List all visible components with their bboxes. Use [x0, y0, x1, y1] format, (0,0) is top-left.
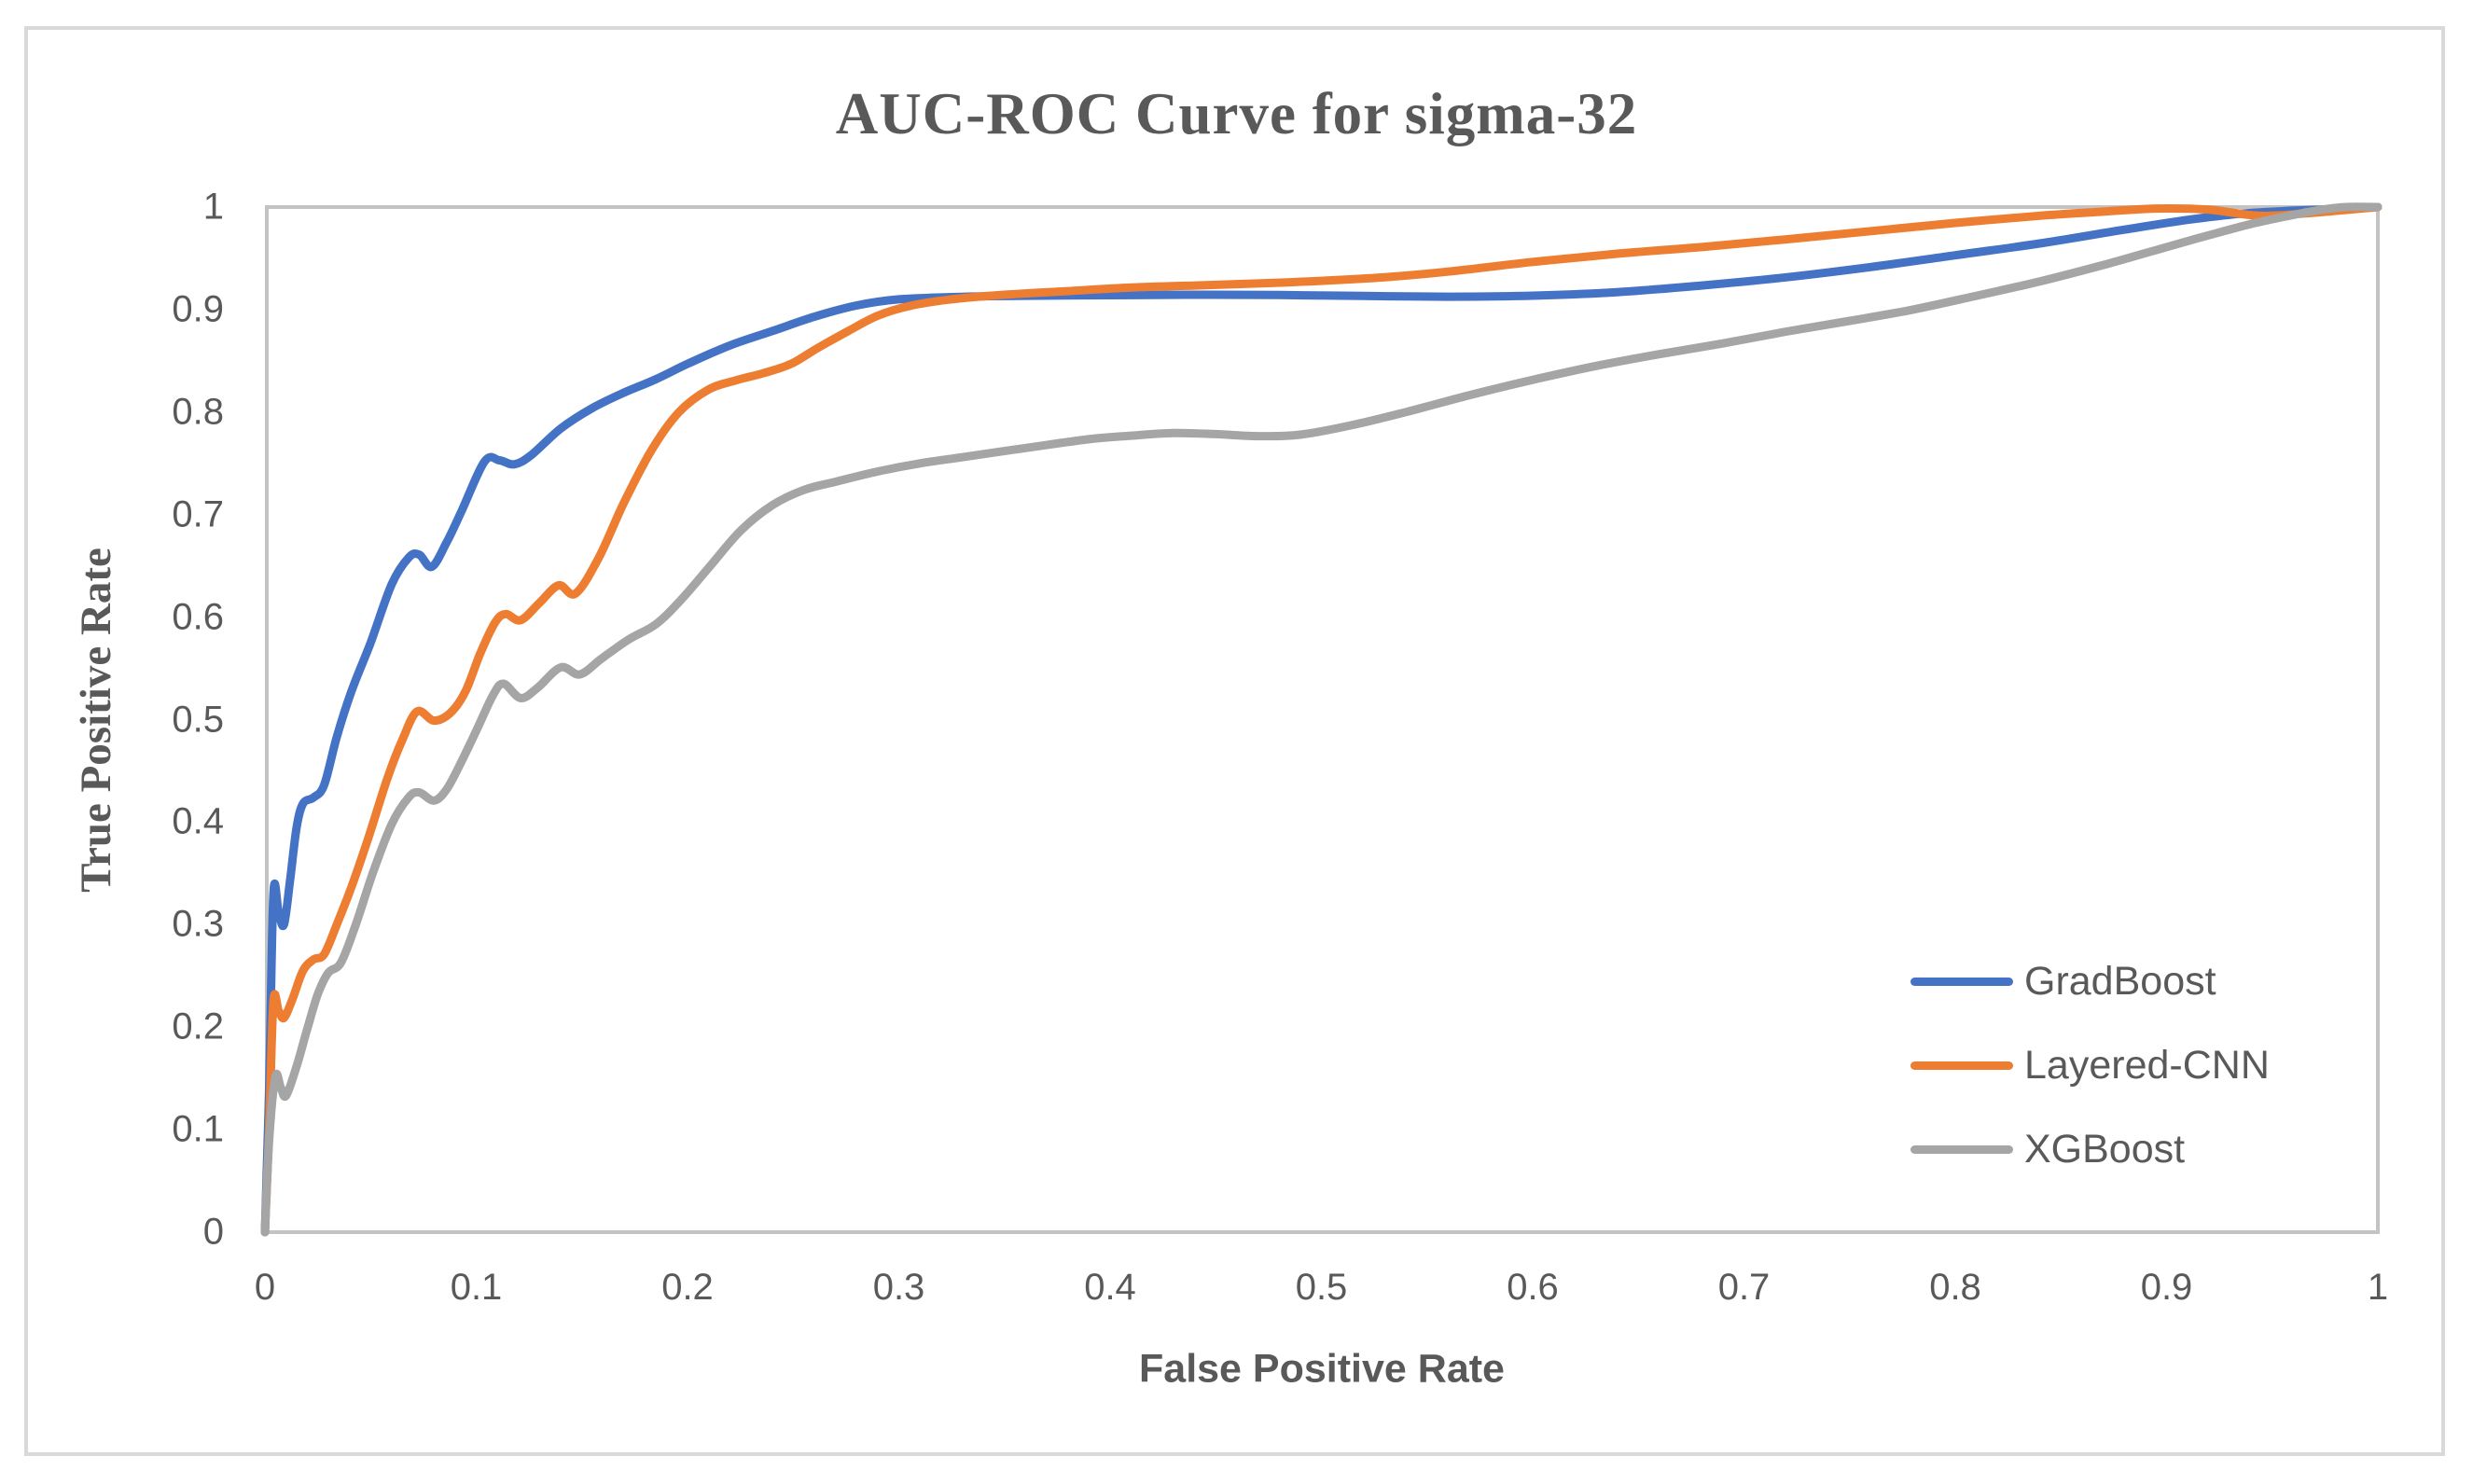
x-tick-label: 0.1 — [450, 1267, 503, 1308]
y-tick-label: 1 — [202, 186, 224, 228]
y-tick-label: 0.9 — [172, 288, 224, 330]
y-tick-label: 0.3 — [172, 903, 224, 945]
series-line-xgboost — [260, 202, 2383, 1237]
x-tick-label: 0.8 — [1929, 1267, 1981, 1308]
series-line-layered-cnn — [260, 202, 2383, 1237]
x-tick-label: 0.2 — [661, 1267, 714, 1308]
legend: GradBoost Layered-CNN XGBoost — [1910, 950, 2270, 1201]
chart-title: AUC-ROC Curve for sigma-32 — [835, 81, 1638, 146]
x-tick-label: 0.7 — [1717, 1267, 1771, 1308]
plot-area — [265, 205, 2380, 1234]
y-tick-label: 0 — [202, 1211, 224, 1253]
y-axis-title: True Positive Rate — [72, 548, 120, 893]
x-tick-label: 0.4 — [1084, 1267, 1136, 1308]
x-tick-label: 0.5 — [1295, 1267, 1348, 1308]
legend-label: Layered-CNN — [2024, 1042, 2270, 1088]
legend-item-xgboost: XGBoost — [1910, 1117, 2270, 1181]
y-tick-label: 0.1 — [172, 1108, 224, 1150]
legend-label: GradBoost — [2024, 958, 2216, 1004]
y-tick-label: 0.5 — [172, 699, 224, 740]
legend-label: XGBoost — [2024, 1126, 2186, 1172]
y-tick-label: 0.6 — [172, 596, 224, 638]
x-tick-label: 0 — [254, 1267, 276, 1308]
series-line-gradboost — [260, 202, 2383, 1237]
y-tick-label: 0.2 — [172, 1006, 224, 1047]
x-tick-label: 0.3 — [872, 1267, 925, 1308]
legend-item-gradboost: GradBoost — [1910, 950, 2270, 1013]
legend-line-swatch-layered-cnn — [1910, 1061, 2013, 1070]
legend-line-swatch-xgboost — [1910, 1144, 2013, 1154]
x-tick-label: 1 — [2367, 1267, 2389, 1308]
y-tick-label: 0.8 — [172, 391, 224, 433]
x-tick-label: 0.9 — [2140, 1267, 2193, 1308]
x-axis-title: False Positive Rate — [1139, 1346, 1505, 1392]
y-tick-label: 0.4 — [172, 800, 224, 842]
x-tick-label: 0.6 — [1507, 1267, 1559, 1308]
y-tick-label: 0.7 — [172, 493, 224, 535]
legend-item-layered-cnn: Layered-CNN — [1910, 1033, 2270, 1097]
legend-line-swatch-gradboost — [1910, 977, 2013, 986]
